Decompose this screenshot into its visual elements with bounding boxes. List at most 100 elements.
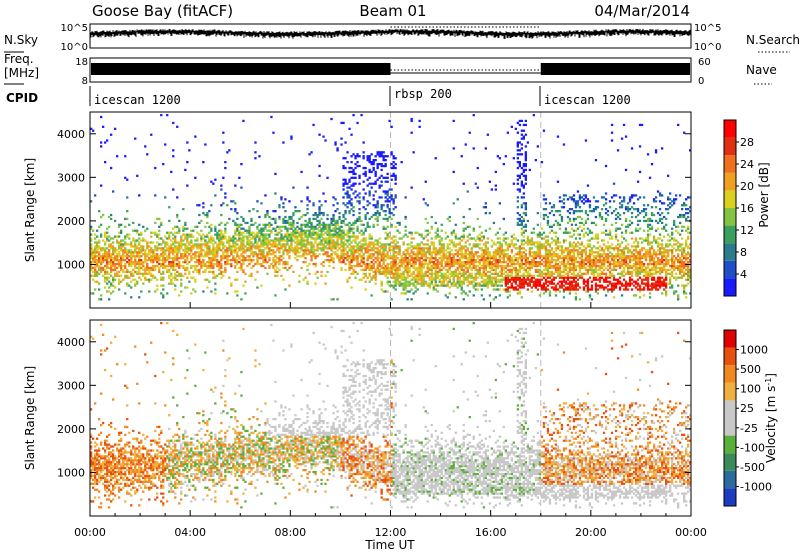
power-cell (440, 247, 443, 250)
power-cell (234, 184, 237, 187)
power-cell (332, 245, 335, 248)
power-cell (418, 233, 421, 236)
power-cell (186, 266, 189, 270)
power-cell (410, 288, 413, 291)
power-cell (366, 200, 369, 203)
power-cell (470, 280, 473, 283)
power-cell (454, 270, 457, 274)
power-cell (530, 264, 533, 268)
power-cell (504, 282, 507, 285)
power-cell (402, 259, 405, 262)
power-cell (178, 245, 181, 248)
power-cell (114, 219, 117, 223)
power-cell (392, 208, 395, 211)
power-cell (376, 151, 379, 154)
power-cell (218, 243, 221, 246)
power-cell (100, 223, 103, 226)
power-cell (94, 233, 97, 236)
power-cell (328, 264, 331, 268)
power-cell (334, 225, 337, 228)
power-cell (388, 280, 391, 283)
power-cell (404, 249, 407, 252)
power-cell (486, 274, 489, 277)
power-cell (500, 247, 503, 250)
power-cell (498, 270, 501, 274)
power-cell (260, 264, 263, 268)
power-cell (162, 296, 165, 299)
power-cell (576, 282, 580, 285)
power-cell (438, 239, 441, 242)
power-cell (518, 161, 521, 164)
power-cell (482, 255, 485, 258)
power-cell (396, 278, 399, 281)
power-cell (552, 204, 556, 207)
power-cell (250, 217, 253, 221)
power-cell (312, 202, 315, 205)
power-cell (372, 198, 375, 201)
power-cell (104, 243, 107, 246)
power-cell (340, 243, 343, 246)
power-cell (392, 241, 395, 244)
power-cell (424, 257, 427, 260)
power-cell (270, 253, 273, 256)
power-cell (358, 192, 361, 195)
power-cell (284, 245, 287, 248)
power-cell (144, 251, 147, 254)
power-cell (510, 264, 513, 268)
power-cell (312, 245, 315, 248)
power-cell (368, 192, 371, 195)
power-cell (476, 245, 479, 248)
power-cell (446, 268, 449, 272)
power-cell (350, 257, 353, 260)
power-cell (230, 237, 233, 240)
power-cell (170, 262, 173, 266)
power-cell (462, 245, 465, 248)
power-cell (370, 268, 373, 272)
power-cell (558, 264, 562, 268)
power-cell (422, 276, 425, 279)
power-cell (410, 272, 413, 275)
power-cell (442, 247, 445, 250)
power-cell (102, 213, 105, 217)
power-cell (458, 257, 461, 260)
power-cell (386, 204, 389, 207)
power-cell (236, 233, 239, 236)
power-cell (282, 225, 285, 228)
power-cell (366, 243, 369, 246)
power-cell (568, 284, 572, 287)
power-cell (412, 253, 415, 256)
power-cell (554, 241, 558, 244)
power-cell (222, 270, 225, 274)
power-cell (260, 239, 263, 242)
power-cell (342, 196, 345, 199)
power-cell (380, 153, 383, 156)
power-cell (314, 255, 317, 258)
power-cell (508, 268, 511, 272)
power-cell (530, 251, 533, 254)
power-cell (142, 261, 145, 264)
power-cell (378, 253, 381, 256)
power-cell (512, 259, 515, 262)
power-cell (328, 239, 331, 242)
power-cell (174, 278, 177, 281)
power-cell (568, 262, 572, 266)
power-cell (502, 251, 505, 254)
power-cell (148, 249, 151, 252)
power-cell (212, 255, 215, 258)
power-cell (110, 274, 113, 277)
power-cell (344, 253, 347, 256)
power-cell (176, 257, 179, 260)
power-cell (286, 268, 289, 272)
power-cell (268, 243, 271, 246)
power-cell (478, 266, 481, 270)
power-cell (494, 255, 497, 258)
power-cell (270, 231, 273, 234)
power-cell (348, 231, 351, 234)
power-cell (574, 284, 578, 287)
power-cell (266, 210, 269, 213)
power-cell (424, 282, 427, 285)
power-cell (102, 239, 105, 242)
power-cell (502, 272, 505, 275)
power-cell (452, 270, 455, 274)
power-cell (180, 235, 183, 238)
